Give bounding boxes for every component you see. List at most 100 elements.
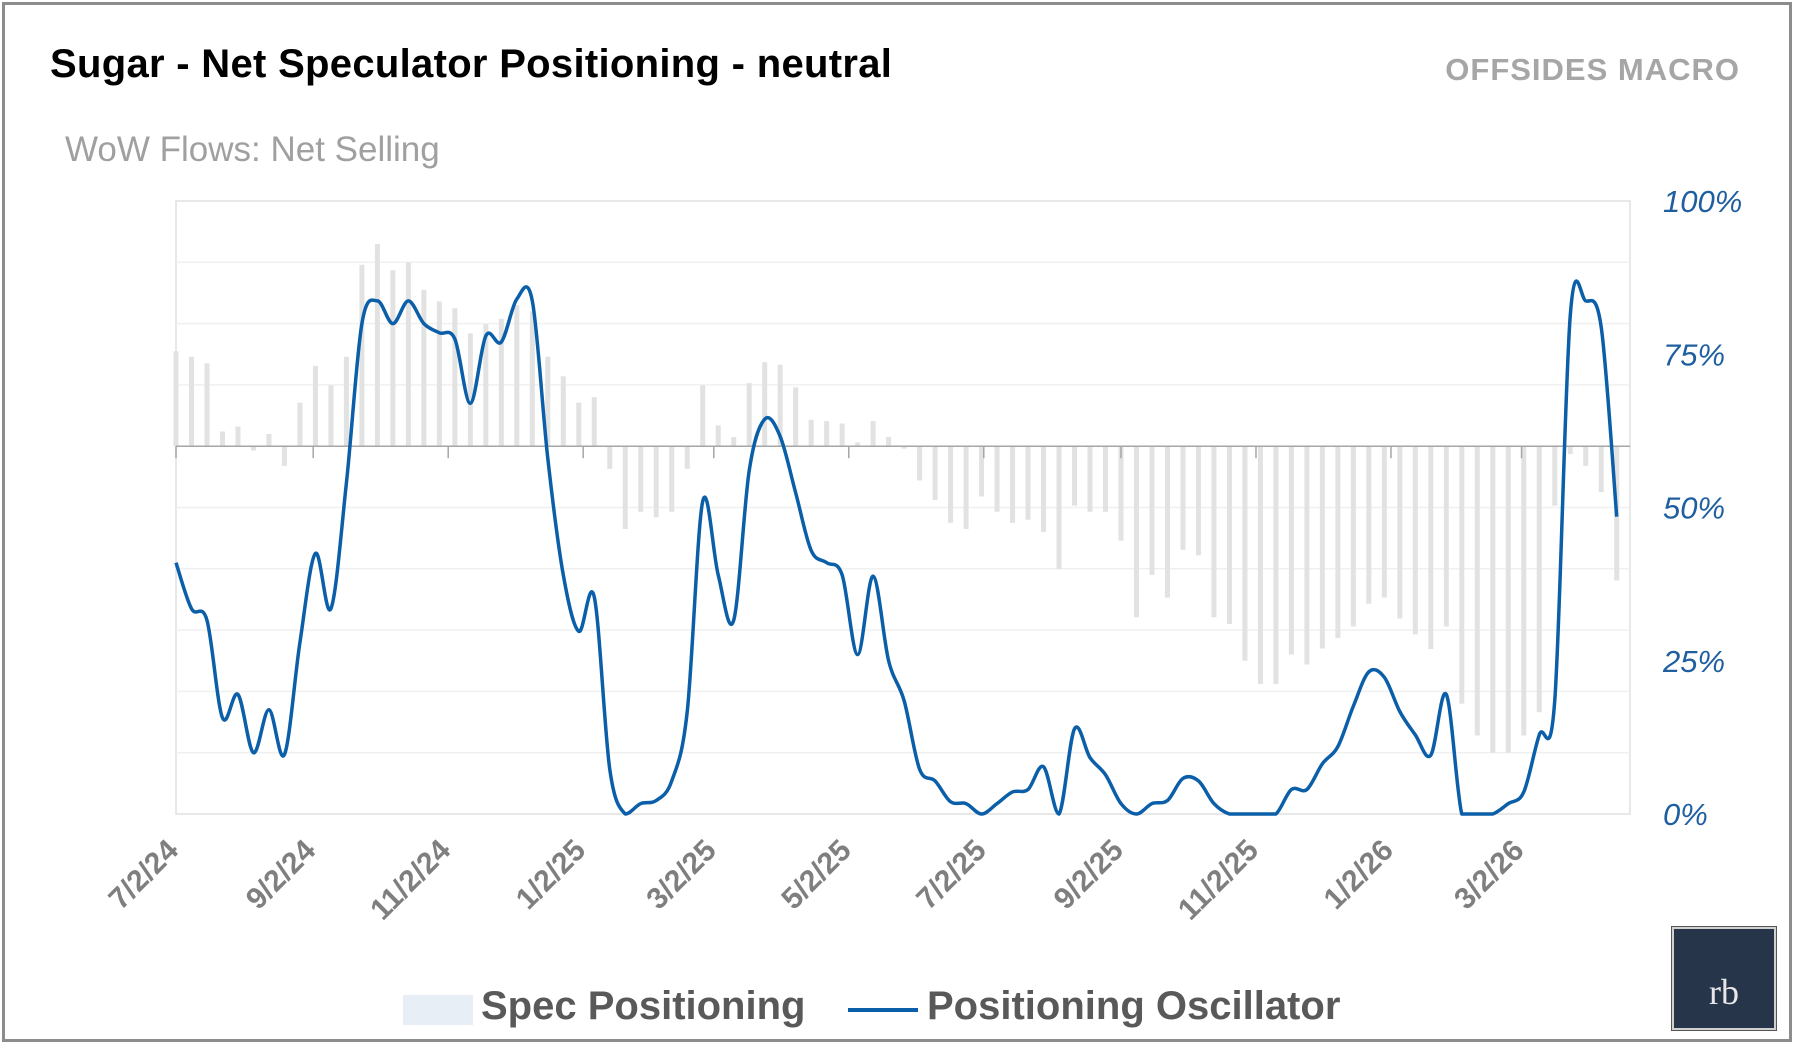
bar-spec-positioning bbox=[1087, 446, 1093, 512]
bar-spec-positioning bbox=[669, 446, 675, 512]
bar-spec-positioning bbox=[545, 356, 551, 447]
bar-spec-positioning bbox=[173, 351, 179, 447]
bar-spec-positioning bbox=[188, 356, 194, 447]
bar-spec-positioning bbox=[1211, 446, 1217, 618]
x-tick-label: 7/2/25 bbox=[910, 834, 992, 916]
bar-spec-positioning bbox=[1583, 446, 1589, 466]
bar-spec-positioning bbox=[1598, 446, 1604, 493]
bar-spec-positioning bbox=[204, 363, 210, 447]
x-tick-label: 11/2/24 bbox=[364, 833, 457, 926]
bar-spec-positioning bbox=[1041, 446, 1047, 533]
x-tick-label: 3/2/25 bbox=[640, 834, 722, 916]
bar-spec-positioning bbox=[1459, 446, 1465, 704]
bar-spec-positioning bbox=[1505, 446, 1511, 753]
x-tick-label: 1/2/25 bbox=[510, 834, 592, 916]
bar-spec-positioning bbox=[1056, 446, 1062, 569]
bar-spec-positioning bbox=[1521, 446, 1527, 736]
y-tick-label: 50% bbox=[1663, 491, 1725, 526]
bar-spec-positioning bbox=[979, 446, 985, 497]
bar-spec-positioning bbox=[467, 333, 473, 447]
bar-spec-positioning bbox=[235, 426, 241, 447]
x-tick-label: 11/2/25 bbox=[1172, 834, 1265, 927]
bar-spec-positioning bbox=[638, 446, 644, 512]
bar-spec-positioning bbox=[963, 446, 969, 529]
bar-spec-positioning bbox=[746, 383, 752, 447]
bar-spec-positioning bbox=[886, 437, 892, 447]
bar-spec-positioning bbox=[1397, 446, 1403, 619]
legend-swatch-positioning-oscillator bbox=[848, 1008, 918, 1012]
bar-spec-positioning bbox=[514, 305, 520, 447]
rb-logo: rb bbox=[1671, 926, 1777, 1031]
bar-spec-positioning bbox=[653, 446, 659, 518]
bar-spec-positioning bbox=[870, 421, 876, 447]
bar-spec-positioning bbox=[855, 442, 861, 447]
bar-spec-positioning bbox=[281, 446, 287, 466]
x-tick-label: 9/2/24 bbox=[240, 833, 323, 916]
y-tick-label: 0% bbox=[1663, 797, 1708, 832]
bar-spec-positioning bbox=[731, 437, 737, 447]
bar-spec-positioning bbox=[483, 324, 489, 447]
legend-label-spec-positioning: Spec Positioning bbox=[481, 984, 806, 1028]
bar-spec-positioning bbox=[1474, 446, 1480, 736]
x-tick-label: 9/2/25 bbox=[1048, 834, 1130, 916]
line-positioning-oscillator bbox=[174, 279, 1619, 816]
bar-spec-positioning bbox=[1335, 446, 1341, 639]
bar-spec-positioning bbox=[591, 397, 597, 447]
bar-spec-positioning bbox=[777, 364, 783, 447]
bar-spec-positioning bbox=[1428, 446, 1434, 650]
bar-spec-positioning bbox=[1319, 446, 1325, 649]
bar-spec-positioning bbox=[560, 376, 566, 447]
bar-spec-positioning bbox=[1164, 446, 1170, 598]
bar-spec-positioning bbox=[576, 402, 582, 447]
bar-spec-positioning bbox=[1443, 446, 1449, 627]
y-tick-label: 100% bbox=[1663, 184, 1742, 219]
bar-spec-positioning bbox=[932, 446, 938, 501]
x-tick-label: 1/2/26 bbox=[1318, 834, 1400, 916]
bar-spec-positioning bbox=[684, 446, 690, 469]
legend: Spec Positioning Positioning Oscillator bbox=[0, 984, 1800, 1034]
bar-spec-positioning bbox=[343, 356, 349, 447]
bar-spec-positioning bbox=[1180, 446, 1186, 550]
bar-spec-positioning bbox=[1350, 446, 1356, 627]
bar-spec-positioning bbox=[607, 446, 613, 469]
bar-spec-positioning bbox=[700, 385, 706, 447]
bar-spec-positioning bbox=[824, 421, 830, 447]
bar-spec-positioning bbox=[250, 446, 256, 451]
bar-spec-positioning bbox=[1288, 446, 1294, 655]
bar-spec-positioning bbox=[1133, 446, 1139, 618]
bar-spec-positioning bbox=[1552, 446, 1558, 506]
bar-spec-positioning bbox=[1304, 446, 1310, 665]
bar-spec-positioning bbox=[312, 365, 318, 447]
bar-spec-positioning bbox=[994, 446, 1000, 512]
bar-spec-positioning bbox=[762, 362, 768, 447]
bar-spec-positioning bbox=[1195, 446, 1201, 556]
x-tick-label: 7/2/24 bbox=[103, 833, 186, 916]
bar-spec-positioning bbox=[219, 431, 225, 447]
bar-spec-positioning bbox=[390, 270, 396, 447]
bar-spec-positioning bbox=[808, 419, 814, 447]
bar-spec-positioning bbox=[1536, 446, 1542, 713]
logo-text: rb bbox=[1709, 972, 1739, 1012]
bar-spec-positioning bbox=[1102, 446, 1108, 512]
bar-spec-positioning bbox=[266, 433, 272, 447]
bar-spec-positioning bbox=[1226, 446, 1232, 624]
legend-label-positioning-oscillator: Positioning Oscillator bbox=[927, 984, 1341, 1028]
y-tick-label: 25% bbox=[1662, 644, 1725, 679]
bar-spec-positioning bbox=[405, 262, 411, 447]
legend-swatch-spec-positioning bbox=[403, 995, 473, 1025]
bar-spec-positioning bbox=[1010, 446, 1016, 523]
bar-spec-positioning bbox=[374, 243, 380, 447]
bar-spec-positioning bbox=[917, 446, 923, 481]
chart-title: Sugar - Net Speculator Positioning - neu… bbox=[50, 42, 893, 86]
bar-spec-positioning bbox=[452, 308, 458, 447]
bar-spec-positioning bbox=[421, 289, 427, 447]
chart-subtitle: WoW Flows: Net Selling bbox=[65, 130, 440, 169]
bar-spec-positioning bbox=[1118, 446, 1124, 541]
bar-spec-positioning bbox=[359, 264, 365, 447]
bar-spec-positioning bbox=[1025, 446, 1031, 520]
bar-spec-positioning bbox=[297, 402, 303, 447]
bar-spec-positioning bbox=[1072, 446, 1078, 506]
bar-spec-positioning bbox=[793, 387, 799, 447]
bar-spec-positioning bbox=[1149, 446, 1155, 575]
